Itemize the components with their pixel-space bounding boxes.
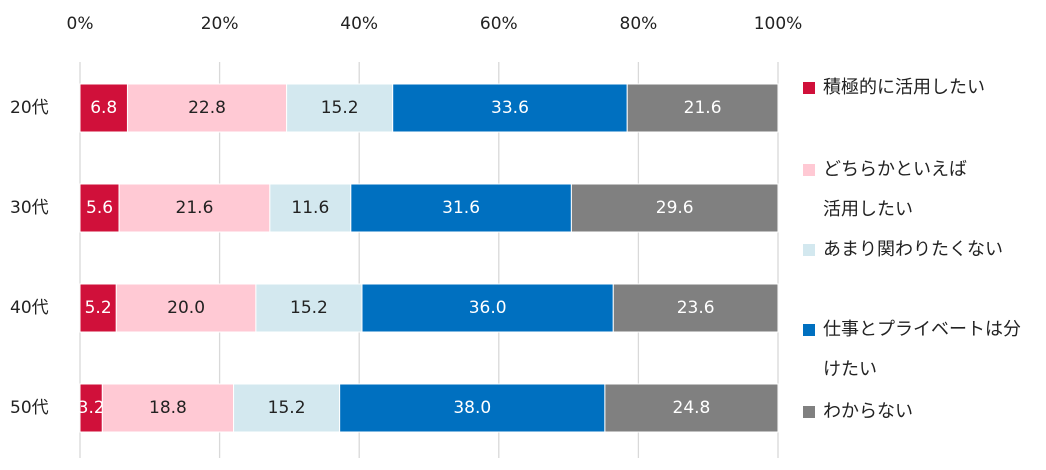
y-tick-label: 40代 [10,298,49,318]
bar-segment [79,83,128,133]
x-tick-label: 0% [67,14,94,34]
bar-segment [79,283,117,333]
bar-segment [115,283,257,333]
data-label: 22.8 [188,98,226,118]
legend-swatch [803,164,815,176]
legend-label: 積極的に活用したい [823,77,985,98]
y-tick-label: 50代 [10,398,49,418]
legend-item: わからない [803,392,913,432]
bar-segment [361,283,614,333]
legend-item: 仕事とプライベートは分けたい [803,310,1028,390]
bar-segment [286,83,394,133]
legend-swatch [803,324,815,336]
data-label: 21.6 [684,98,722,118]
bar-segment [626,83,779,133]
data-label: 23.6 [677,298,715,318]
data-label: 15.2 [290,298,328,318]
legend-item: 積極的に活用したい [803,68,985,108]
bar-segment [79,183,120,233]
bar-segment [118,183,271,233]
data-label: 3.2 [78,398,105,418]
data-label: 33.6 [491,98,529,118]
bar-segment [350,183,572,233]
bar-segment [392,83,628,133]
data-label: 6.8 [90,98,117,118]
data-label: 24.8 [673,398,711,418]
data-label: 11.6 [291,198,329,218]
legend-swatch [803,244,815,256]
data-label: 18.8 [149,398,187,418]
legend-item: どちらかといえば活用したい [803,150,973,230]
bar-segment [570,183,779,233]
x-tick-label: 100% [754,14,803,34]
x-tick-label: 60% [480,14,518,34]
data-label: 21.6 [176,198,214,218]
bar-segment [612,283,779,333]
data-label: 15.2 [321,98,359,118]
legend-label: どちらかといえば活用したい [823,159,967,220]
legend-swatch [803,406,815,418]
bar-segment [101,383,235,433]
legend-label: 仕事とプライベートは分けたい [823,319,1021,380]
y-tick-label: 20代 [10,98,49,118]
bar-segment [126,83,288,133]
legend-label: わからない [823,401,913,422]
legend-label: あまり関わりたくない [823,239,1003,260]
data-label: 20.0 [167,298,205,318]
data-label: 5.6 [86,198,113,218]
data-label: 15.2 [268,398,306,418]
data-label: 29.6 [656,198,694,218]
data-label: 38.0 [453,398,491,418]
bar-segment [255,283,363,333]
bar-segment [604,383,779,433]
x-tick-label: 40% [340,14,378,34]
y-tick-label: 30代 [10,198,49,218]
legend-swatch [803,82,815,94]
data-label: 5.2 [85,298,112,318]
data-label: 36.0 [469,298,507,318]
bar-segment [339,383,606,433]
x-tick-label: 80% [620,14,658,34]
data-label: 31.6 [442,198,480,218]
x-tick-label: 20% [201,14,239,34]
legend-item: あまり関わりたくない [803,230,1003,270]
